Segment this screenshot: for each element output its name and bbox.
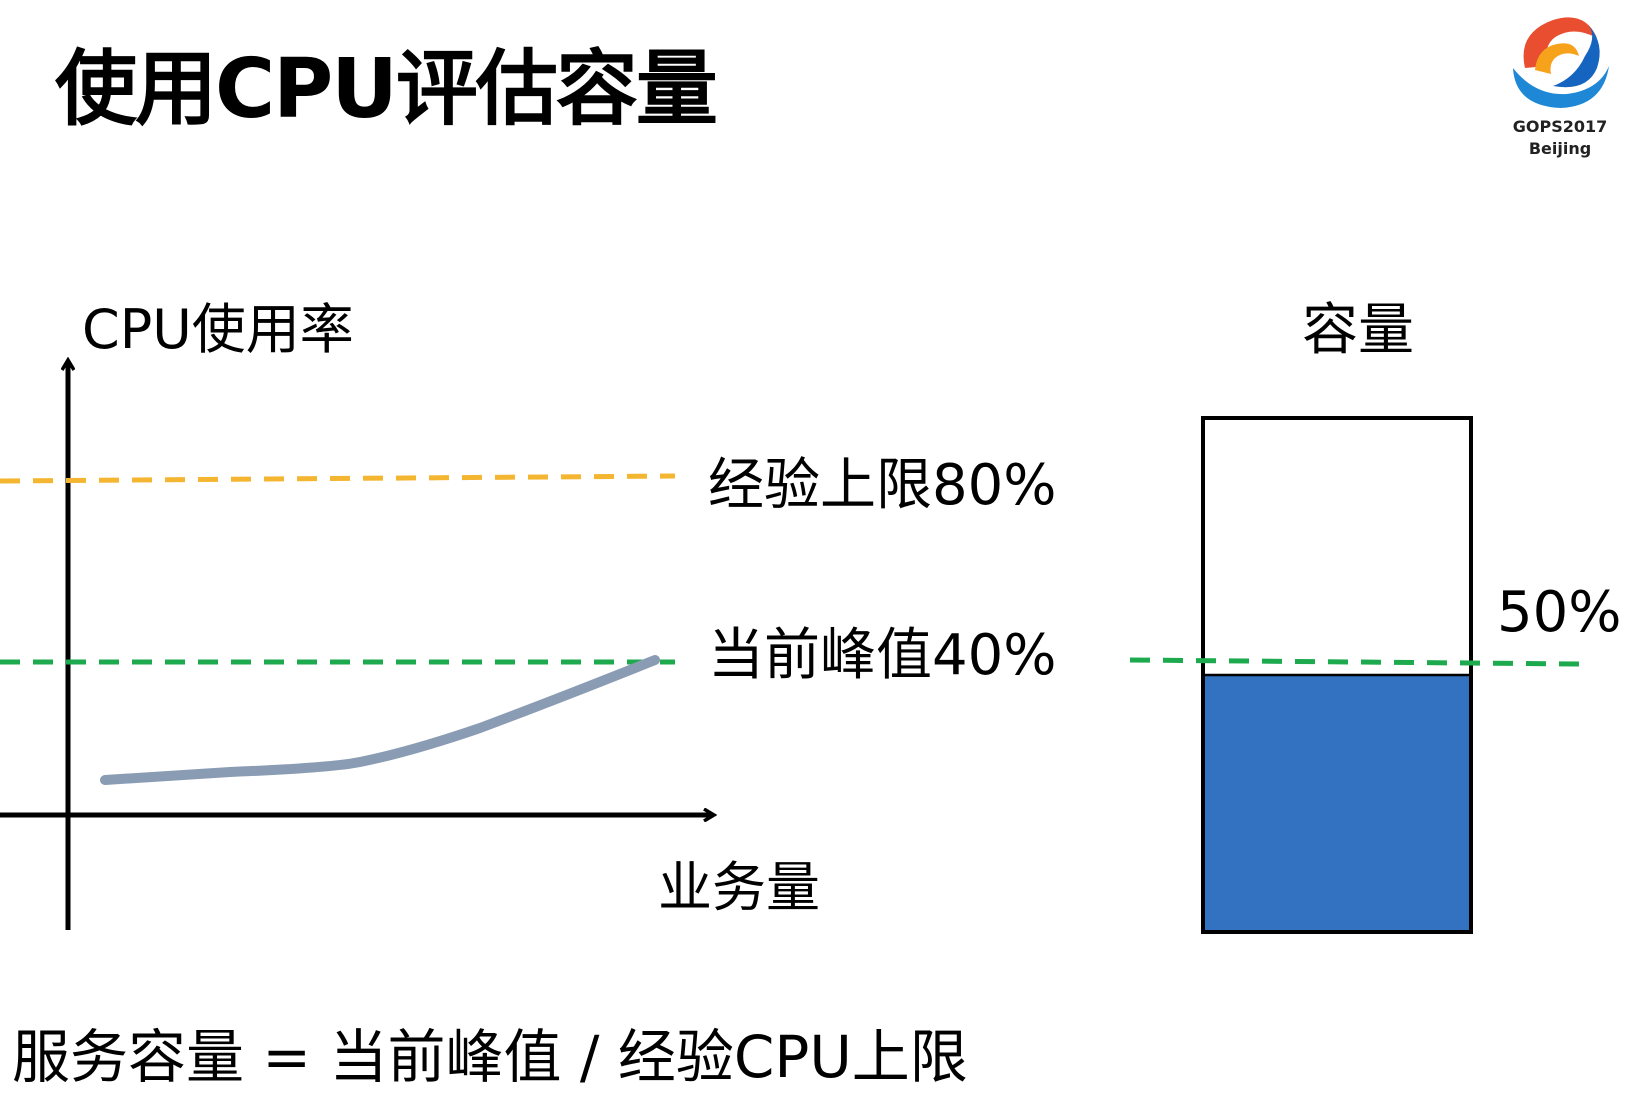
capacity-percent-label: 50% [1497, 580, 1622, 645]
current-peak-label: 当前峰值40% [708, 623, 1057, 688]
capacity-formula: 服务容量 = 当前峰值 / 经验CPU上限 [12, 1023, 968, 1091]
capacity-fill [1201, 673, 1473, 934]
capacity-title: 容量 [1302, 298, 1414, 363]
upper-limit-label: 经验上限80% [708, 453, 1057, 518]
slide-title: 使用CPU评估容量 [55, 42, 718, 137]
gops-logo: GOPS2017 Beijing [1505, 8, 1615, 158]
logo-text-event: GOPS2017 [1512, 117, 1608, 136]
gops-flame-icon [1513, 17, 1609, 108]
x-axis-label: 业务量 [658, 856, 820, 919]
logo-text-city: Beijing [1528, 139, 1592, 158]
cpu-usage-curve [100, 655, 660, 785]
capacity-level-line [1129, 657, 1581, 667]
y-axis-label: CPU使用率 [82, 298, 354, 361]
upper-limit-line [0, 473, 676, 484]
capacity-box [1201, 416, 1473, 934]
